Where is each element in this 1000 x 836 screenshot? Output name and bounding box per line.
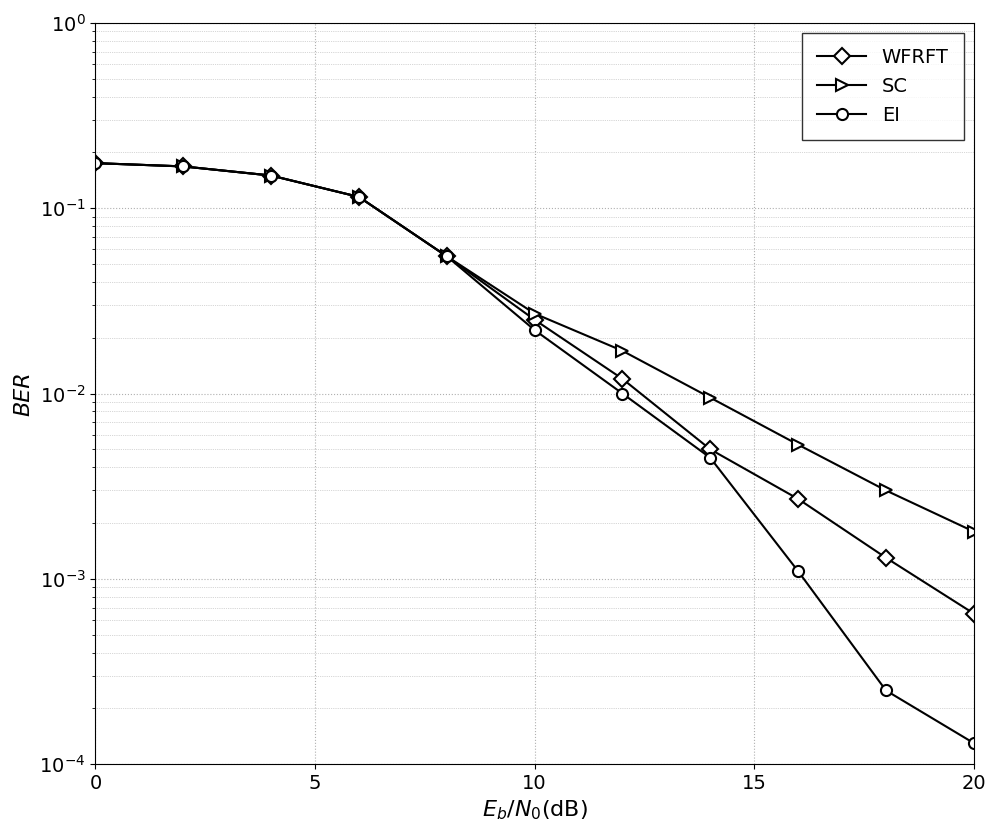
WFRFT	[89, 158, 101, 168]
SC	[968, 527, 980, 537]
EI	[616, 389, 628, 399]
EI	[353, 192, 365, 202]
WFRFT	[441, 252, 453, 262]
SC	[616, 346, 628, 356]
WFRFT	[353, 192, 365, 202]
Line: EI: EI	[90, 157, 979, 749]
EI	[265, 171, 277, 181]
Y-axis label: BER: BER	[14, 371, 34, 416]
X-axis label: $\mathit{E_b/N_0}$(dB): $\mathit{E_b/N_0}$(dB)	[482, 798, 588, 822]
WFRFT	[792, 494, 804, 504]
SC	[441, 252, 453, 262]
SC	[89, 158, 101, 168]
SC	[880, 486, 892, 496]
SC	[704, 393, 716, 403]
EI	[177, 161, 189, 171]
WFRFT	[968, 609, 980, 619]
SC	[353, 192, 365, 202]
EI	[529, 325, 541, 335]
EI	[880, 686, 892, 696]
WFRFT	[529, 315, 541, 325]
EI	[792, 566, 804, 576]
WFRFT	[880, 553, 892, 563]
Line: WFRFT: WFRFT	[90, 157, 979, 619]
EI	[704, 453, 716, 463]
WFRFT	[265, 171, 277, 181]
SC	[792, 440, 804, 450]
SC	[529, 308, 541, 319]
SC	[177, 161, 189, 171]
SC	[265, 171, 277, 181]
Legend: WFRFT, SC, EI: WFRFT, SC, EI	[802, 33, 964, 140]
WFRFT	[177, 161, 189, 171]
EI	[968, 738, 980, 748]
WFRFT	[704, 444, 716, 454]
Line: SC: SC	[90, 157, 979, 537]
EI	[89, 158, 101, 168]
WFRFT	[616, 374, 628, 384]
EI	[441, 252, 453, 262]
